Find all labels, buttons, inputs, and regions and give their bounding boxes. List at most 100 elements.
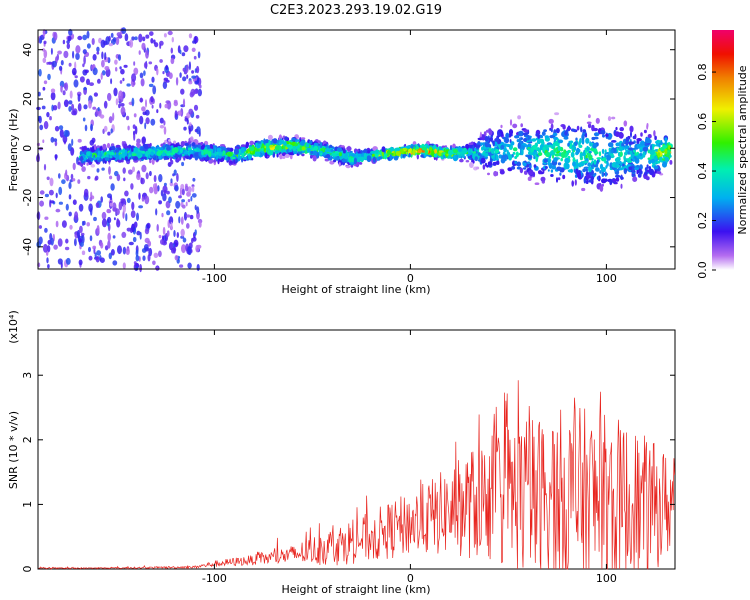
spectral-cell [180, 148, 183, 153]
noise-cell [42, 139, 45, 143]
spectral-cell [323, 143, 327, 147]
spectral-cell [109, 155, 113, 159]
noise-cell [72, 178, 76, 182]
noise-cell [156, 109, 159, 114]
y-tick-label: 2 [21, 436, 34, 443]
spectral-cell [649, 148, 655, 155]
noise-cell [90, 123, 93, 132]
noise-cell [188, 127, 191, 135]
noise-cell [130, 183, 134, 190]
noise-cell [54, 125, 60, 132]
spectral-cell [571, 128, 577, 132]
noise-cell [78, 203, 84, 212]
noise-cell [170, 178, 173, 184]
noise-cell [152, 85, 157, 95]
noise-cell [158, 200, 163, 205]
spectral-cell [614, 162, 617, 169]
noise-cell [101, 70, 106, 76]
spectral-cell [589, 141, 592, 147]
spectral-cell [596, 176, 600, 180]
spectral-cell [642, 151, 646, 158]
spectral-cell [606, 161, 609, 167]
noise-cell [191, 237, 194, 244]
spectral-cell [629, 125, 634, 133]
noise-cell [190, 195, 193, 202]
spectral-cell [632, 149, 636, 153]
noise-cell [39, 124, 44, 131]
noise-cell [164, 103, 169, 109]
noise-cell [88, 203, 93, 212]
spectral-cell [669, 154, 672, 158]
noise-cell [71, 67, 77, 76]
noise-cell [181, 244, 186, 254]
spectral-cell [353, 157, 357, 165]
spectral-cell [404, 143, 407, 147]
spectral-cell [201, 150, 204, 156]
spectral-cell [658, 144, 661, 148]
spectral-cell [527, 148, 531, 152]
spectral-cell [625, 136, 630, 142]
spectral-cell [331, 152, 337, 157]
spectral-cell [284, 154, 290, 158]
spectral-cell [249, 146, 255, 152]
spectral-cell [562, 174, 566, 180]
spectral-cell [245, 141, 249, 148]
noise-cell [141, 106, 146, 112]
noise-cell [187, 262, 192, 269]
spectral-cell [527, 134, 530, 141]
spectral-cell [589, 147, 595, 151]
spectral-cell [286, 149, 289, 153]
noise-cell [89, 235, 93, 242]
noise-cell [107, 232, 111, 242]
spectral-cell [250, 157, 254, 161]
noise-cell [183, 45, 189, 53]
noise-cell [71, 110, 77, 116]
spectral-cell [324, 148, 331, 153]
spectral-cell [634, 167, 640, 170]
spectral-cell [200, 144, 205, 150]
spectral-cell [356, 149, 360, 152]
spectral-cell [506, 149, 509, 156]
spectral-cell [562, 124, 566, 130]
noise-cell [133, 132, 136, 141]
spectrogram-xlabel: Height of straight line (km) [281, 283, 430, 296]
spectral-cell [636, 169, 639, 175]
noise-cell [143, 70, 146, 76]
spectral-cell [630, 165, 636, 173]
noise-cell [141, 42, 146, 51]
spectral-cell [293, 150, 298, 155]
noise-cell [143, 244, 149, 251]
spectral-cell [656, 160, 661, 164]
spectral-cell [552, 142, 556, 148]
noise-cell [196, 206, 200, 214]
noise-cell [55, 154, 57, 161]
spectral-cell [416, 153, 419, 160]
noise-cell [44, 227, 48, 233]
noise-cell [106, 208, 110, 213]
noise-cell [116, 174, 121, 182]
x-tick-label: -100 [202, 272, 227, 285]
spectral-cell [586, 145, 589, 152]
noise-cell [124, 190, 129, 197]
spectral-cell [625, 139, 629, 146]
noise-cell [75, 45, 81, 54]
noise-cell [179, 49, 182, 55]
spectral-cell [669, 160, 673, 165]
spectral-cell [533, 156, 536, 160]
noise-cell [192, 40, 196, 44]
spectral-cell [132, 155, 135, 159]
spectral-cell [537, 133, 540, 139]
noise-cell [138, 192, 141, 200]
noise-cell [178, 195, 182, 199]
noise-cell [47, 61, 53, 65]
noise-cell [180, 228, 185, 237]
noise-cell [63, 99, 69, 108]
spectral-cell [646, 124, 649, 130]
noise-cell [189, 214, 194, 220]
noise-cell [38, 225, 43, 229]
spectral-cell [595, 167, 600, 172]
spectral-cell [237, 156, 242, 160]
noise-cell [194, 204, 197, 211]
spectral-cell [623, 168, 627, 175]
noise-cell [132, 124, 136, 129]
